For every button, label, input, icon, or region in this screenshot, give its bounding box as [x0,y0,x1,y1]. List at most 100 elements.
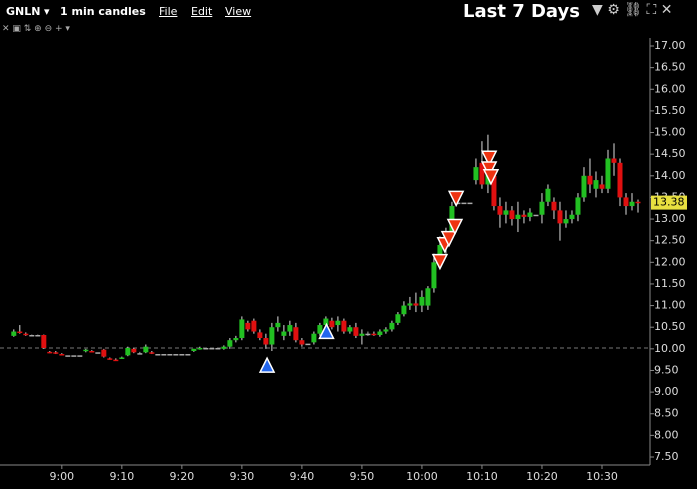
candle-body [347,327,353,332]
x-tick-label: 9:10 [109,470,134,483]
candle-body [635,201,641,204]
candle-body [521,214,527,217]
candle-body [299,340,305,345]
candle-body [611,158,617,163]
x-tick-label: 9:50 [350,470,375,483]
y-tick-label: 12.00 [654,255,686,268]
candle-body [227,340,233,347]
y-tick-label: 11.50 [654,277,686,290]
y-tick-label: 16.50 [654,61,686,74]
candle-body [341,320,347,332]
period[interactable]: Last 7 Days [463,1,580,22]
y-tick-label: 8.00 [654,428,679,441]
candle-body [515,214,521,220]
candle-body [203,347,209,350]
candle-body [353,327,359,336]
candle-body [149,352,155,354]
candle-body [89,351,95,353]
candle-body [491,175,497,207]
y-tick-label: 10.00 [654,342,686,355]
candle-body [479,162,485,185]
candle-body [47,351,53,354]
candle-body [557,210,563,224]
candle-body [113,359,119,362]
candle-body [71,355,77,357]
candle-body [623,197,629,207]
candle-body [119,357,125,359]
menu-view[interactable]: View [225,5,252,18]
candle-body [245,322,251,330]
candle-body [107,358,113,360]
interval[interactable]: 1 min candles [60,5,146,18]
candle-body [587,175,593,185]
candle-body [497,206,503,215]
header: GNLN ▾ 1 min candles File Edit View Last… [0,0,697,24]
candle-body [263,338,269,345]
candle-body [95,352,101,354]
candle-body [467,202,473,205]
trade-marker [480,150,498,167]
candle-body [101,349,107,357]
candle-body [389,322,395,330]
candle-body [413,303,419,306]
icons[interactable]: ▼ ⚙ ⛓ ⛶ ✕ [592,2,673,18]
candle-body [281,331,287,336]
candle-body [593,180,599,189]
candle-body [461,202,467,205]
candle-body [425,288,431,306]
y-tick-label: 9.50 [654,363,679,376]
y-tick-label: 13.00 [654,212,686,225]
candle-body [233,338,239,341]
trade-marker [318,322,335,340]
candle-body [581,175,587,198]
candle-body [335,320,341,326]
candle-body [437,245,443,263]
toolbar[interactable]: ✕ ▣ ⇅ ⊕ ⊖ + ▾ [2,24,70,34]
y-tick-label: 15.00 [654,126,686,139]
candle-body [407,303,413,306]
y-tick-label: 16.00 [654,82,686,95]
candle-body [191,348,197,352]
x-tick-label: 9:20 [170,470,195,483]
candle-body [401,305,407,315]
candle-body [185,354,191,356]
candle-body [305,343,311,346]
candle-body [323,318,329,326]
y-tick-label: 8.50 [654,407,679,420]
candle-body [629,201,635,207]
candle-body [11,331,17,336]
y-tick-label: 11.00 [654,299,686,312]
candle-body [65,355,71,357]
candle-body [251,320,257,332]
y-tick-label: 9.00 [654,385,679,398]
candle-body [395,314,401,323]
candle-body [161,354,167,356]
x-tick-label: 10:10 [466,470,498,483]
candle-body [377,331,383,335]
y-tick-label: 15.50 [654,104,686,117]
candle-body [599,184,605,189]
candle-body [371,333,377,336]
candle-body [155,354,161,356]
candle-body [221,346,227,349]
x-tick-label: 10:20 [526,470,558,483]
candle-body [419,296,425,306]
x-tick-label: 9:00 [49,470,74,483]
trade-marker [480,161,498,178]
candle-body [143,346,149,353]
candle-body [239,319,245,339]
candle-body [365,333,371,336]
symbol[interactable]: GNLN [6,5,41,18]
candle-body [137,353,143,355]
menu-edit[interactable]: Edit [191,5,213,18]
candle-body [503,210,509,215]
candle-body [23,333,29,336]
candle-body [167,354,173,356]
x-tick-label: 10:30 [586,470,618,483]
trade-marker [482,169,500,186]
y-tick-label: 10.50 [654,320,686,333]
menu-file[interactable]: File [159,5,178,18]
candle-body [605,158,611,189]
candle-body [293,327,299,341]
